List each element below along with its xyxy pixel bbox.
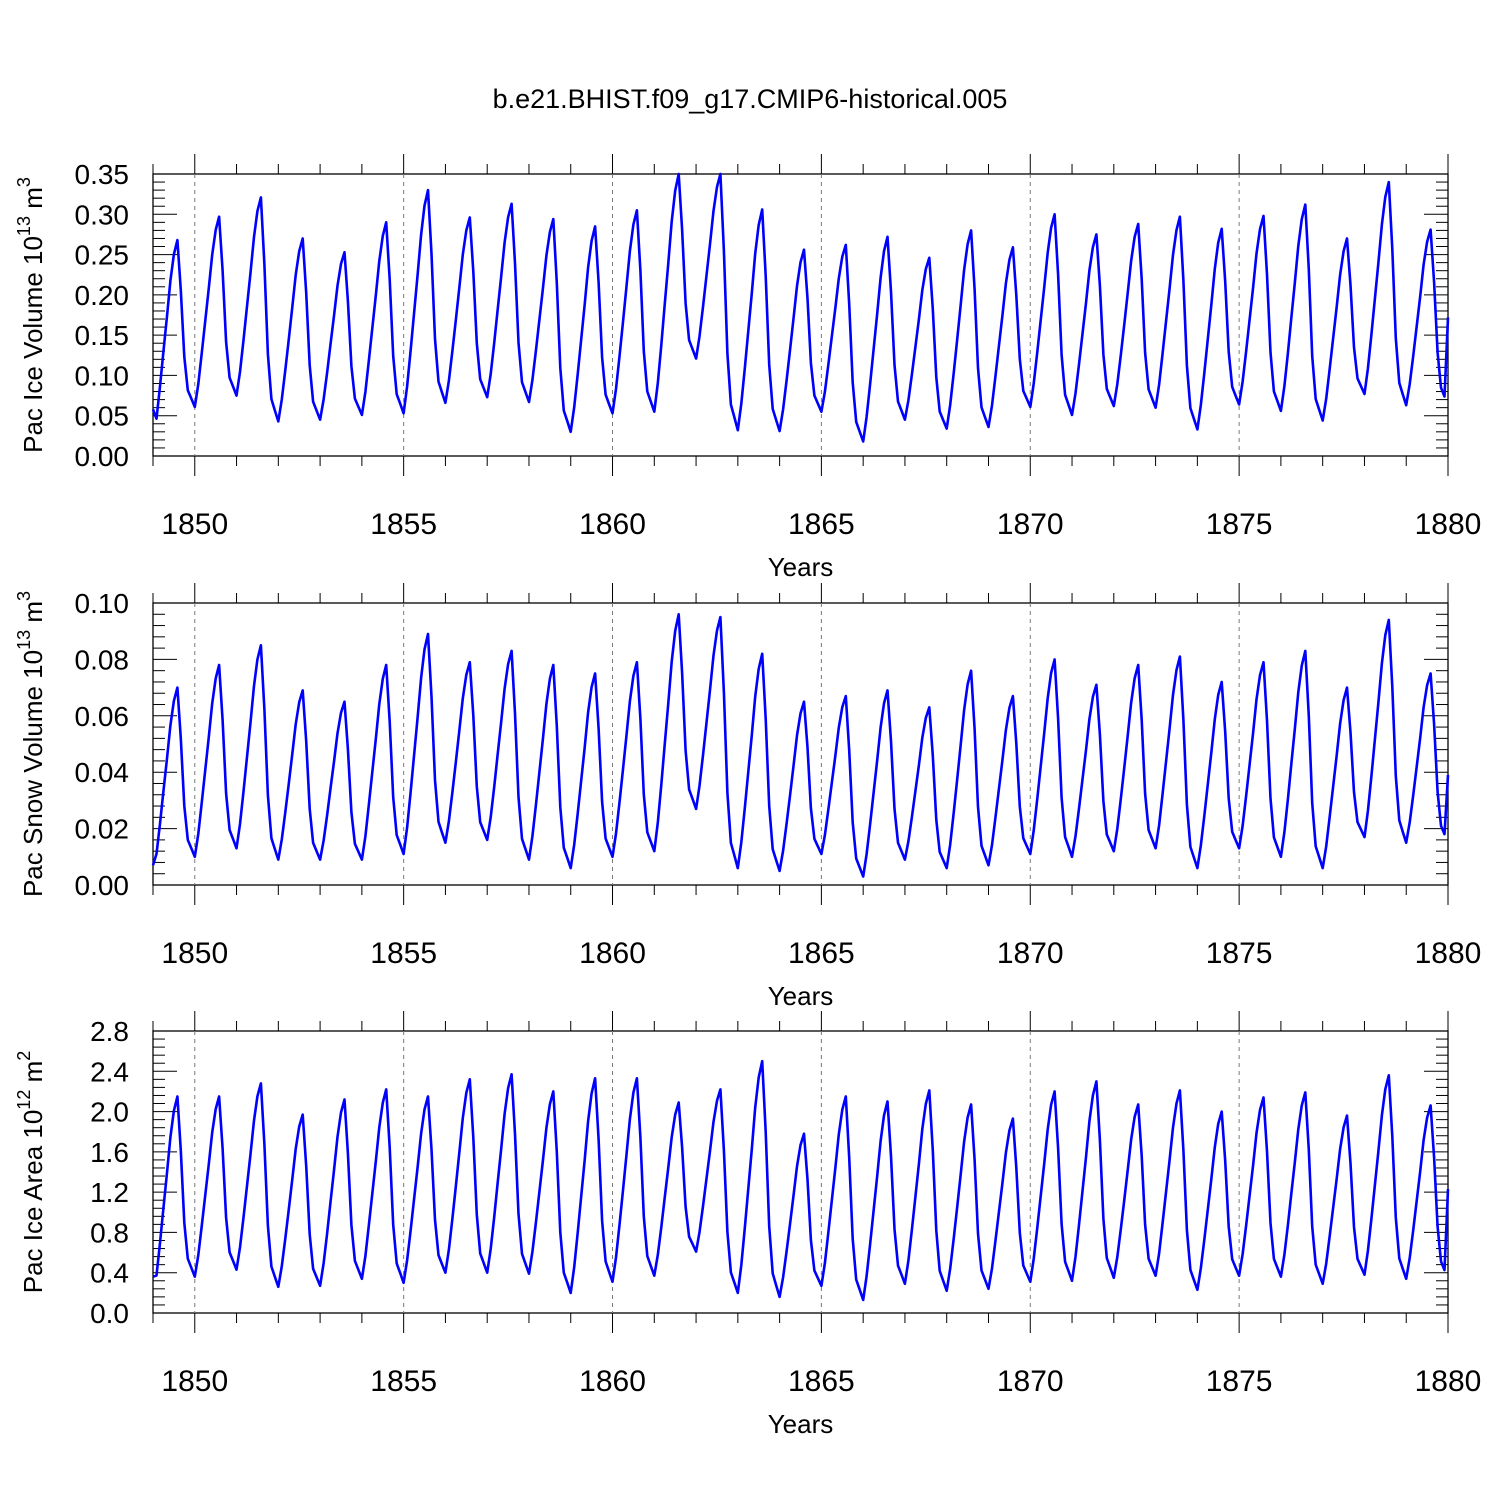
- plot-frame: [152, 173, 1449, 457]
- y-tick-label: 0.04: [75, 757, 130, 788]
- y-tick-label: 0.4: [90, 1258, 129, 1289]
- y-tick-label: 0.35: [75, 159, 130, 190]
- y-tick-label: 2.0: [90, 1097, 129, 1128]
- x-tick-label: 1870: [997, 508, 1064, 541]
- y-tick-label: 0.00: [75, 870, 130, 901]
- y-tick-label: 2.8: [90, 1016, 129, 1047]
- x-tick-label: 1850: [161, 937, 228, 970]
- figure-title: b.e21.BHIST.f09_g17.CMIP6-historical.005: [492, 84, 1008, 114]
- y-tick-label: 1.2: [90, 1177, 129, 1208]
- x-tick-label: 1880: [1415, 937, 1482, 970]
- y-tick-label: 0.08: [75, 644, 130, 675]
- x-tick-label: 1865: [788, 508, 855, 541]
- x-tick-label: 1850: [161, 508, 228, 541]
- y-tick-label: 0.06: [75, 701, 130, 732]
- y-tick-label: 1.6: [90, 1137, 129, 1168]
- y-axis-label: Pac Snow Volume 1013 m3: [14, 591, 48, 897]
- x-tick-label: 1865: [788, 937, 855, 970]
- y-tick-label: 2.4: [90, 1056, 129, 1087]
- x-tick-label: 1855: [370, 1365, 437, 1398]
- y-tick-label: 0.05: [75, 401, 130, 432]
- x-tick-label: 1870: [997, 937, 1064, 970]
- y-tick-label: 0.15: [75, 320, 130, 351]
- x-tick-label: 1875: [1206, 508, 1273, 541]
- panel-3: 0.0 0.4 0.8 1.2 1.6 2.0 2.4 2.8 1850 1855 1860 1865…: [14, 1011, 1481, 1439]
- y-tick-label: 0.00: [75, 441, 130, 472]
- x-tick-label: 1860: [579, 1365, 646, 1398]
- y-tick-label: 0.0: [90, 1298, 129, 1329]
- panel-2: 0.00 0.02 0.04 0.06 0.08 0.10 1850 1855 1860 1865…: [14, 583, 1481, 1011]
- x-tick-label: 1880: [1415, 508, 1482, 541]
- y-tick-label: 0.25: [75, 240, 130, 271]
- x-tick-label: 1875: [1206, 937, 1273, 970]
- x-tick-label: 1860: [579, 508, 646, 541]
- series-line: [151, 613, 1450, 878]
- y-axis-label: Pac Ice Area 1012 m2: [14, 1051, 48, 1294]
- x-axis-label: Years: [768, 1409, 834, 1439]
- panel-1: 0.00 0.05 0.10 0.15 0.20 0.25 0.30 0.35 1850 1855…: [14, 154, 1481, 582]
- x-axis-label: Years: [768, 981, 834, 1011]
- y-axis-label: Pac Ice Volume 1013 m3: [14, 177, 48, 453]
- y-tick-label: 0.20: [75, 280, 130, 311]
- series-line: [152, 1059, 1450, 1302]
- y-tick-label: 0.02: [75, 814, 130, 845]
- x-tick-label: 1865: [788, 1365, 855, 1398]
- y-tick-label: 0.8: [90, 1217, 129, 1248]
- x-tick-label: 1875: [1206, 1365, 1273, 1398]
- x-axis-label: Years: [768, 552, 834, 582]
- x-tick-label: 1860: [579, 937, 646, 970]
- y-tick-label: 0.30: [75, 199, 130, 230]
- y-tick-label: 0.10: [75, 588, 130, 619]
- series-line: [151, 172, 1450, 443]
- x-tick-label: 1850: [161, 1365, 228, 1398]
- y-tick-label: 0.10: [75, 360, 130, 391]
- x-tick-label: 1855: [370, 937, 437, 970]
- x-tick-label: 1870: [997, 1365, 1064, 1398]
- plot-frame: [152, 602, 1449, 886]
- x-tick-label: 1880: [1415, 1365, 1482, 1398]
- x-tick-label: 1855: [370, 508, 437, 541]
- plot-frame: [152, 1030, 1449, 1314]
